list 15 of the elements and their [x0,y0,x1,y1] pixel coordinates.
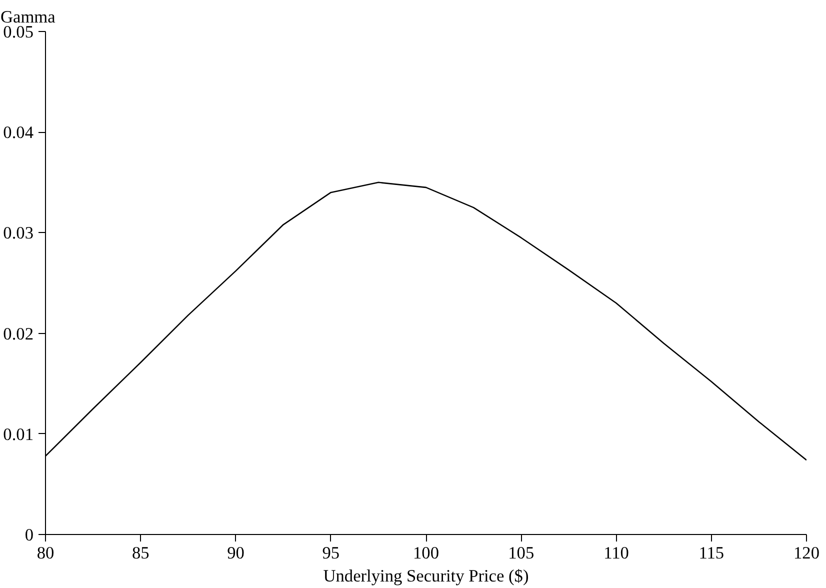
x-tick-label: 100 [413,544,440,562]
x-tick-label: 120 [794,544,820,562]
x-tick-label: 90 [227,544,244,562]
y-tick-label: 0.02 [3,324,34,344]
y-tick-label: 0 [24,526,34,544]
y-tick-label: 0.01 [3,424,34,444]
x-tick-label: 115 [698,544,724,562]
x-tick-label: 95 [322,544,340,562]
x-tick-label: 105 [508,544,534,562]
y-tick-label: 0.04 [3,123,34,142]
x-tick-label: 110 [604,544,629,562]
y-tick-label: 0.03 [3,224,34,243]
x-axis-title: Underlying Security Price ($) [323,566,529,586]
x-tick-label: 80 [36,544,54,562]
x-tick-label: 85 [132,544,150,562]
